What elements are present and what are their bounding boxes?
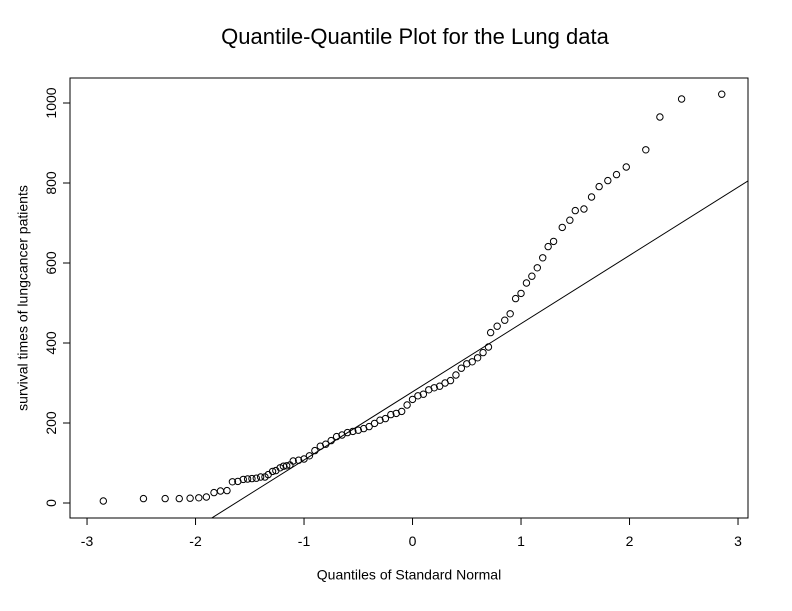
point [210,488,218,497]
point [571,206,579,215]
point [252,474,260,482]
point [349,427,357,436]
point [566,216,574,224]
point [544,242,552,251]
y-tick-label: 600 [43,251,59,275]
y-axis-label: survival times of lungcancer patients [15,185,31,411]
point [558,223,566,232]
point [587,193,596,201]
point [718,90,726,98]
point [522,279,531,287]
point [376,416,384,424]
point [332,432,341,441]
point [311,446,319,455]
point [354,426,362,434]
point [430,384,438,392]
point [484,343,493,351]
point [161,494,169,503]
point [186,494,194,502]
point [419,390,428,398]
point [370,419,379,428]
point [414,392,422,400]
point [479,348,487,357]
point [195,494,203,502]
point [202,493,211,501]
point [289,457,297,465]
y-tick-label: 1000 [43,87,59,118]
point [223,486,231,495]
point [322,440,330,448]
point [256,473,265,481]
point [175,494,183,503]
point [408,395,417,404]
qq-line [210,180,748,518]
point [403,401,411,409]
point [305,452,314,460]
point [139,494,148,503]
point [595,182,603,191]
point [327,436,335,445]
x-tick-label: -2 [189,533,202,549]
point [435,382,444,390]
point [468,358,476,366]
point [282,462,291,470]
y-tick-label: 800 [43,171,59,195]
point [604,176,612,185]
x-tick-label: 1 [517,533,525,549]
point [580,205,588,213]
x-axis-label: Quantiles of Standard Normal [317,567,501,583]
point [248,474,256,483]
y-tick-label: 200 [43,411,59,435]
point [228,478,237,486]
point [343,428,352,437]
point [99,497,108,505]
point [517,289,525,298]
point [387,410,395,419]
point [493,322,501,330]
y-tick-label: 400 [43,331,59,355]
point [300,455,308,463]
point [452,371,460,379]
point [656,113,664,121]
point [397,407,406,416]
point [365,422,373,431]
point [549,237,558,246]
point [539,254,547,262]
point [294,456,303,464]
point [533,264,541,272]
x-tick-label: -3 [81,533,94,549]
plot-frame [69,77,749,519]
point [243,475,252,483]
point [381,414,390,423]
x-tick-label: 0 [409,533,417,549]
point [486,328,495,337]
point [216,487,225,495]
point [473,354,482,362]
point [446,376,455,385]
point [457,364,466,372]
point [528,272,536,280]
x-tick-label: -1 [298,533,311,549]
point [239,475,247,484]
x-tick-label: 2 [626,533,634,549]
x-tick-label: 3 [734,533,742,549]
y-tick-label: 0 [43,499,59,507]
point [506,310,514,318]
point [622,163,630,171]
point [268,467,277,476]
point [642,146,650,154]
point [501,316,509,324]
chart-title: Quantile-Quantile Plot for the Lung data [221,24,609,49]
point [612,170,621,179]
point [511,294,520,303]
point [677,95,686,103]
